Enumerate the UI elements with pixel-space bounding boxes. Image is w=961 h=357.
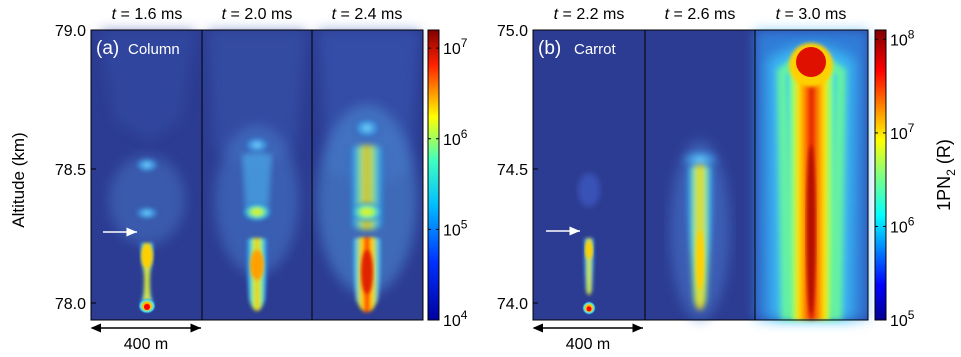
panel-a-yticks: 79.0 78.5 78.0 [55,23,96,313]
svg-text:t = 2.4 ms: t = 2.4 ms [332,6,403,23]
panel-b-frame-3-plasma [755,30,868,320]
panel-a-frame-3-plasma [317,105,417,313]
panel-a-colorbar-tick-label: 106 [443,127,468,149]
svg-text:t = 3.0 ms: t = 3.0 ms [776,6,847,23]
panel-b-scale-label: 400 m [566,336,610,353]
panel-b-frame-2-plasma [670,140,730,320]
panel-b-colorbar-tick-label: 105 [890,308,915,330]
panel-a-ytick-3: 78.0 [55,296,86,313]
panel-a-frame-2-plasma [215,125,299,311]
panel-b-ytick-3: 74.0 [497,296,528,313]
panel-b-colorbar-tick-label: 107 [890,121,915,143]
panel-b-time-1: = 2.2 ms [558,6,624,23]
panel-a-time-1-var: t [112,6,117,23]
panel-b-time-1-var: t [554,6,559,23]
panel-a-time-3: = 2.4 ms [336,6,402,23]
panel-a: 79.0 78.5 78.0 (a) Column t = 1.6 ms t =… [55,6,468,353]
panel-b-colorbar-label: 1PN2 (R) [934,139,958,211]
panel-a-time-2-var: t [222,6,227,23]
panel-b-colorbar: 105 106 107 108 [874,27,915,330]
panel-b: 75.0 74.5 74.0 (b) Carrot t = 2.2 ms t =… [497,6,958,353]
panel-a-colorbar-tick-label: 104 [443,308,468,330]
panel-b-colorbar-tick-label: 108 [890,27,915,49]
panel-a-colorbar: 104 105 106 107 [427,29,468,330]
panel-b-time-2: = 2.6 ms [669,6,735,23]
panel-b-time-3-var: t [776,6,781,23]
panel-a-scale-label: 400 m [124,336,168,353]
panel-b-frame-1-plasma [578,173,600,315]
panel-a-time-titles: t = 1.6 ms t = 2.0 ms t = 2.4 ms [112,6,403,23]
panel-b-time-2-var: t [665,6,670,23]
y-axis-label: Altitude (km) [9,132,28,227]
panel-b-colorbar-tick-label: 106 [890,214,915,236]
panel-b-label: (b) [538,38,561,59]
panel-b-time-titles: t = 2.2 ms t = 2.6 ms t = 3.0 ms [554,6,847,23]
panel-a-name: Column [128,41,180,58]
svg-text:t = 2.2 ms: t = 2.2 ms [554,6,625,23]
svg-text:t = 1.6 ms: t = 1.6 ms [112,6,183,23]
svg-text:t = 2.6 ms: t = 2.6 ms [665,6,736,23]
panel-a-ytick-2: 78.5 [55,162,86,179]
svg-text:t = 2.0 ms: t = 2.0 ms [222,6,293,23]
panel-b-yticks: 75.0 74.5 74.0 [497,23,538,313]
panel-b-ytick-1: 75.0 [497,23,528,40]
panel-b-name: Carrot [574,41,617,58]
panel-a-colorbar-tick-label: 107 [443,36,468,58]
panel-b-time-3: = 3.0 ms [780,6,846,23]
panel-a-colorbar-tick-label: 105 [443,217,468,239]
panel-a-time-1: = 1.6 ms [116,6,182,23]
panel-a-time-3-var: t [332,6,337,23]
panel-a-ytick-1: 79.0 [55,23,86,40]
panel-b-ytick-2: 74.5 [497,162,528,179]
panel-a-frame-1-plasma [109,155,185,314]
panel-a-label: (a) [96,38,119,59]
panel-a-time-2: = 2.0 ms [226,6,292,23]
